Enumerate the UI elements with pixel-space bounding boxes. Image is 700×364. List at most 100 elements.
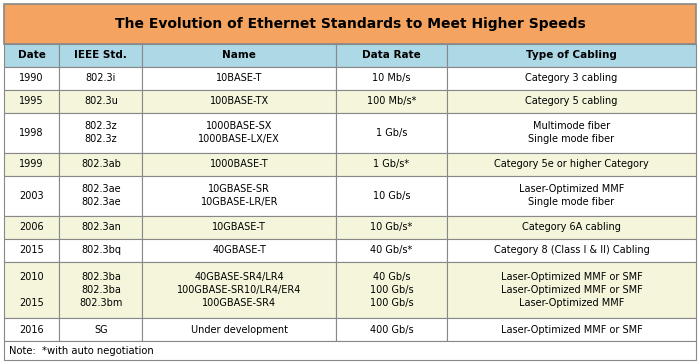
Text: 400 Gb/s: 400 Gb/s xyxy=(370,325,413,335)
Text: Laser-Optimized MMF or SMF
Laser-Optimized MMF or SMF
Laser-Optimized MMF: Laser-Optimized MMF or SMF Laser-Optimiz… xyxy=(500,272,643,308)
Text: 10 Gb/s*: 10 Gb/s* xyxy=(370,222,412,232)
FancyBboxPatch shape xyxy=(60,44,142,67)
Text: 1995: 1995 xyxy=(20,96,44,106)
Text: 10 Mb/s: 10 Mb/s xyxy=(372,73,411,83)
FancyBboxPatch shape xyxy=(142,176,336,215)
Text: Under development: Under development xyxy=(191,325,288,335)
Text: 802.3ae
802.3ae: 802.3ae 802.3ae xyxy=(81,184,120,207)
FancyBboxPatch shape xyxy=(60,153,142,176)
FancyBboxPatch shape xyxy=(336,318,447,341)
Text: 802.3bq: 802.3bq xyxy=(81,245,121,255)
Text: 1998: 1998 xyxy=(20,128,44,138)
Text: Laser-Optimized MMF
Single mode fiber: Laser-Optimized MMF Single mode fiber xyxy=(519,184,624,207)
FancyBboxPatch shape xyxy=(142,215,336,238)
Text: Multimode fiber
Single mode fiber: Multimode fiber Single mode fiber xyxy=(528,121,615,145)
FancyBboxPatch shape xyxy=(336,90,447,113)
FancyBboxPatch shape xyxy=(336,262,447,318)
Text: 40GBASE-T: 40GBASE-T xyxy=(212,245,266,255)
Text: 10 Gb/s: 10 Gb/s xyxy=(373,191,410,201)
Text: 2003: 2003 xyxy=(20,191,44,201)
Text: 1 Gb/s*: 1 Gb/s* xyxy=(374,159,409,169)
Text: Category 5e or higher Category: Category 5e or higher Category xyxy=(494,159,649,169)
FancyBboxPatch shape xyxy=(60,318,142,341)
FancyBboxPatch shape xyxy=(4,215,60,238)
FancyBboxPatch shape xyxy=(142,262,336,318)
Text: 802.3ba
802.3ba
802.3bm: 802.3ba 802.3ba 802.3bm xyxy=(79,272,122,308)
Text: 1990: 1990 xyxy=(20,73,44,83)
FancyBboxPatch shape xyxy=(60,238,142,262)
Text: Category 5 cabling: Category 5 cabling xyxy=(525,96,617,106)
FancyBboxPatch shape xyxy=(4,153,60,176)
FancyBboxPatch shape xyxy=(447,90,696,113)
FancyBboxPatch shape xyxy=(447,153,696,176)
Text: Laser-Optimized MMF or SMF: Laser-Optimized MMF or SMF xyxy=(500,325,643,335)
FancyBboxPatch shape xyxy=(60,215,142,238)
FancyBboxPatch shape xyxy=(142,90,336,113)
FancyBboxPatch shape xyxy=(60,176,142,215)
Text: Category 6A cabling: Category 6A cabling xyxy=(522,222,621,232)
FancyBboxPatch shape xyxy=(336,153,447,176)
Text: 1999: 1999 xyxy=(20,159,44,169)
FancyBboxPatch shape xyxy=(336,215,447,238)
FancyBboxPatch shape xyxy=(142,113,336,153)
FancyBboxPatch shape xyxy=(447,44,696,67)
FancyBboxPatch shape xyxy=(336,176,447,215)
FancyBboxPatch shape xyxy=(60,67,142,90)
FancyBboxPatch shape xyxy=(336,113,447,153)
FancyBboxPatch shape xyxy=(447,113,696,153)
FancyBboxPatch shape xyxy=(447,215,696,238)
FancyBboxPatch shape xyxy=(142,44,336,67)
FancyBboxPatch shape xyxy=(4,238,60,262)
FancyBboxPatch shape xyxy=(142,153,336,176)
FancyBboxPatch shape xyxy=(142,67,336,90)
Text: 802.3ab: 802.3ab xyxy=(81,159,121,169)
Text: Category 3 cabling: Category 3 cabling xyxy=(525,73,617,83)
FancyBboxPatch shape xyxy=(336,44,447,67)
FancyBboxPatch shape xyxy=(447,238,696,262)
Text: Name: Name xyxy=(223,50,256,60)
Text: Note:  *with auto negotiation: Note: *with auto negotiation xyxy=(9,345,154,356)
Text: 2006: 2006 xyxy=(20,222,44,232)
FancyBboxPatch shape xyxy=(60,262,142,318)
FancyBboxPatch shape xyxy=(447,262,696,318)
Text: 2010

2015: 2010 2015 xyxy=(20,272,44,308)
FancyBboxPatch shape xyxy=(4,67,60,90)
FancyBboxPatch shape xyxy=(4,262,60,318)
FancyBboxPatch shape xyxy=(4,44,60,67)
Text: 802.3i: 802.3i xyxy=(85,73,116,83)
FancyBboxPatch shape xyxy=(336,67,447,90)
Text: 2016: 2016 xyxy=(20,325,44,335)
Text: Category 8 (Class I & II) Cabling: Category 8 (Class I & II) Cabling xyxy=(494,245,650,255)
Text: 40 Gb/s
100 Gb/s
100 Gb/s: 40 Gb/s 100 Gb/s 100 Gb/s xyxy=(370,272,413,308)
Text: Type of Cabling: Type of Cabling xyxy=(526,50,617,60)
Text: 40 Gb/s*: 40 Gb/s* xyxy=(370,245,412,255)
FancyBboxPatch shape xyxy=(60,90,142,113)
FancyBboxPatch shape xyxy=(447,176,696,215)
Text: 100BASE-TX: 100BASE-TX xyxy=(210,96,269,106)
Text: 802.3z
802.3z: 802.3z 802.3z xyxy=(85,121,117,145)
FancyBboxPatch shape xyxy=(4,113,60,153)
Text: 10BASE-T: 10BASE-T xyxy=(216,73,262,83)
Text: 40GBASE-SR4/LR4
100GBASE-SR10/LR4/ER4
100GBASE-SR4: 40GBASE-SR4/LR4 100GBASE-SR10/LR4/ER4 10… xyxy=(177,272,302,308)
Text: SG: SG xyxy=(94,325,108,335)
Text: IEEE Std.: IEEE Std. xyxy=(74,50,127,60)
FancyBboxPatch shape xyxy=(4,176,60,215)
Text: 100 Mb/s*: 100 Mb/s* xyxy=(367,96,416,106)
Text: 1000BASE-SX
1000BASE-LX/EX: 1000BASE-SX 1000BASE-LX/EX xyxy=(198,121,280,145)
FancyBboxPatch shape xyxy=(4,90,60,113)
FancyBboxPatch shape xyxy=(447,67,696,90)
Text: 2015: 2015 xyxy=(20,245,44,255)
Text: Date: Date xyxy=(18,50,46,60)
FancyBboxPatch shape xyxy=(60,113,142,153)
Text: 802.3an: 802.3an xyxy=(81,222,121,232)
FancyBboxPatch shape xyxy=(142,318,336,341)
Text: 1 Gb/s: 1 Gb/s xyxy=(376,128,407,138)
FancyBboxPatch shape xyxy=(142,238,336,262)
FancyBboxPatch shape xyxy=(4,4,696,44)
Text: 10GBASE-T: 10GBASE-T xyxy=(212,222,266,232)
Text: 802.3u: 802.3u xyxy=(84,96,118,106)
FancyBboxPatch shape xyxy=(447,318,696,341)
Text: The Evolution of Ethernet Standards to Meet Higher Speeds: The Evolution of Ethernet Standards to M… xyxy=(115,17,585,31)
FancyBboxPatch shape xyxy=(4,318,60,341)
FancyBboxPatch shape xyxy=(4,341,696,360)
